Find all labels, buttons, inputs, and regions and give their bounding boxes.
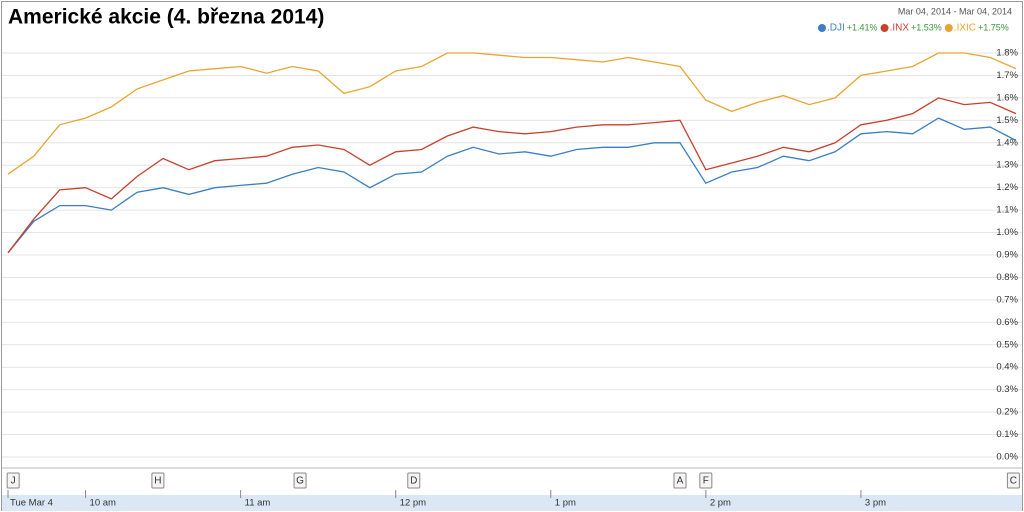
flag [673,472,687,489]
flag-label: G [296,476,304,487]
y-tick-label: 0.5% [996,339,1018,350]
series-line [7,117,1017,254]
flag-label: J [11,476,16,487]
x-tick-label: 3 pm [865,498,886,509]
x-tick-label: 10 am [90,498,116,509]
series-line [7,97,1017,254]
legend-marker [944,24,953,32]
y-tick-label: 0.4% [996,362,1018,373]
flag-label: A [677,476,684,487]
legend-label: .DJI [827,23,845,34]
y-tick-label: 0.2% [996,407,1018,418]
legend-marker [818,24,826,32]
flag [1006,472,1020,489]
y-tick-label: 0.1% [996,429,1018,440]
y-tick-label: 1.2% [996,182,1018,193]
x-tick-label: 11 am [245,498,271,509]
y-tick-label: 1.3% [996,160,1018,171]
time-band [2,495,1022,511]
legend-change: +1.53% [911,22,942,32]
chart-title: Americké akcie (4. března 2014) [8,6,324,29]
y-tick-label: 1.6% [996,92,1018,103]
y-tick-label: 0.0% [996,452,1018,463]
flag-label: D [410,476,417,487]
flag [6,472,20,489]
x-tick-label: 1 pm [555,498,576,509]
y-tick-label: 1.8% [996,48,1018,59]
x-tick-label: Tue Mar 4 [10,498,53,509]
flag [699,472,713,489]
series-line [7,52,1017,175]
legend-change: +1.41% [847,22,878,32]
legend-label: .INX [890,23,910,34]
flag-label: F [703,476,709,487]
y-tick-label: 0.9% [996,250,1018,261]
y-tick-label: 1.0% [996,227,1018,238]
legend-label: .IXIC [954,23,976,34]
x-tick-label: 12 pm [400,498,426,509]
flag-label: C [1010,476,1017,487]
y-tick-label: 1.5% [996,115,1018,126]
x-tick-label: 2 pm [710,498,731,509]
flag [293,472,307,489]
flag-label: H [154,476,161,487]
y-tick-label: 0.7% [996,294,1018,305]
y-tick-label: 1.7% [996,70,1018,81]
date-range: Mar 04, 2014 - Mar 04, 2014 [898,6,1012,16]
y-tick-label: 1.1% [996,205,1018,216]
flag [407,472,421,489]
flag [151,472,165,489]
y-tick-label: 0.6% [996,317,1018,328]
y-tick-label: 0.8% [996,272,1018,283]
y-tick-label: 1.4% [996,137,1018,148]
y-tick-label: 0.3% [996,384,1018,395]
legend-marker [880,24,889,32]
legend-change: +1.75% [978,22,1009,32]
